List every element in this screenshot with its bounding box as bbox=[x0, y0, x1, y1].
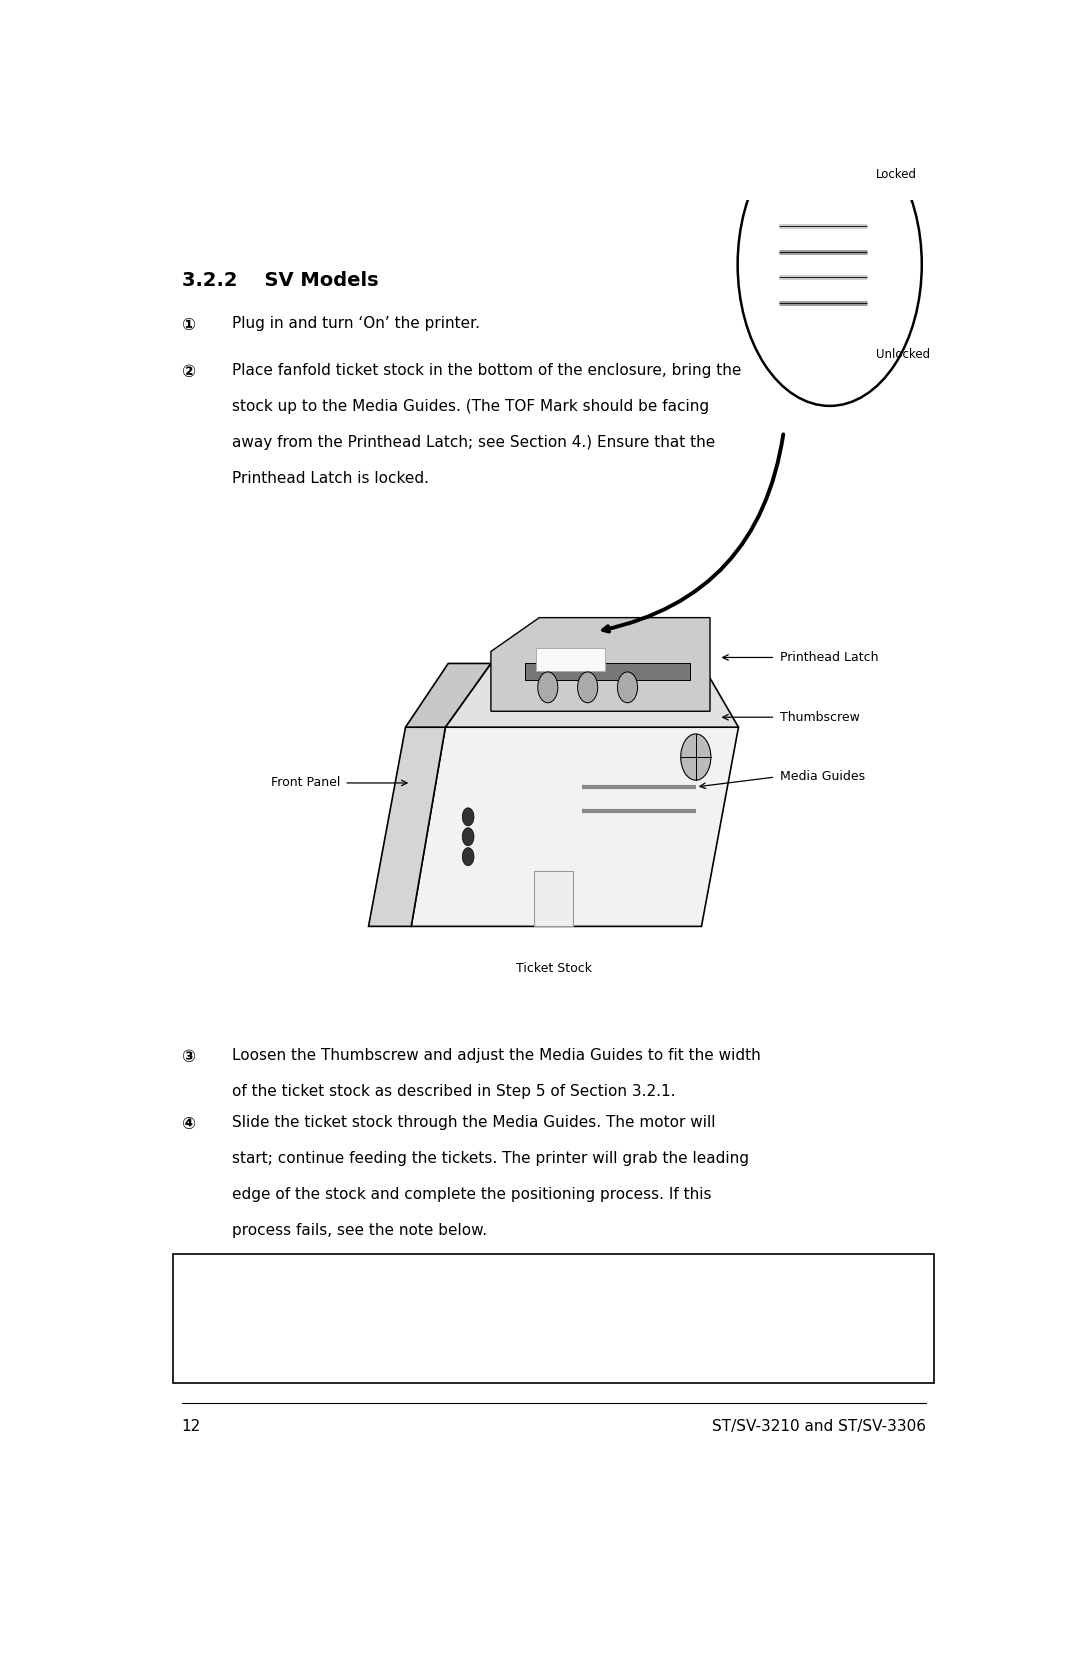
Text: If automatic loading fails to occur, see the note at the end of: If automatic loading fails to occur, see… bbox=[286, 1267, 732, 1282]
Text: may need adjustment; see Section 4 for details.: may need adjustment; see Section 4 for d… bbox=[190, 1365, 543, 1380]
Polygon shape bbox=[368, 728, 445, 926]
Text: ST/SV-3210 and ST/SV-3306: ST/SV-3210 and ST/SV-3306 bbox=[712, 1419, 926, 1434]
Text: edge of the stock and complete the positioning process. If this: edge of the stock and complete the posit… bbox=[232, 1187, 712, 1202]
Text: Front Panel: Front Panel bbox=[271, 776, 340, 789]
Text: Printhead Latch is locked.: Printhead Latch is locked. bbox=[232, 471, 429, 486]
Text: 12: 12 bbox=[181, 1419, 201, 1434]
Text: Printhead Latch: Printhead Latch bbox=[780, 651, 878, 664]
Polygon shape bbox=[491, 618, 710, 711]
Text: Ticket Stock: Ticket Stock bbox=[515, 963, 592, 975]
Text: ④: ④ bbox=[181, 1115, 195, 1133]
Text: ③: ③ bbox=[181, 1048, 195, 1066]
Text: Locked: Locked bbox=[876, 169, 917, 180]
Text: Slide the ticket stock through the Media Guides. The motor will: Slide the ticket stock through the Media… bbox=[232, 1115, 715, 1130]
Polygon shape bbox=[445, 664, 739, 728]
Bar bbox=[525, 663, 690, 679]
Polygon shape bbox=[405, 664, 491, 728]
Text: Plug in and turn ‘On’ the printer.: Plug in and turn ‘On’ the printer. bbox=[232, 315, 480, 330]
Polygon shape bbox=[411, 728, 739, 926]
Text: If the ticket did not feed to a proper position, the TOF Sensor: If the ticket did not feed to a proper p… bbox=[190, 1334, 637, 1349]
Text: Thumbscrew: Thumbscrew bbox=[780, 711, 860, 724]
FancyBboxPatch shape bbox=[173, 1253, 934, 1382]
Text: stock up to the Media Guides. (The TOF Mark should be facing: stock up to the Media Guides. (The TOF M… bbox=[232, 399, 708, 414]
Text: ①: ① bbox=[181, 315, 195, 334]
Text: Media Guides: Media Guides bbox=[780, 771, 865, 783]
Polygon shape bbox=[537, 648, 605, 671]
Text: Unlocked: Unlocked bbox=[876, 349, 930, 361]
Text: away from the Printhead Latch; see Section 4.) Ensure that the: away from the Printhead Latch; see Secti… bbox=[232, 436, 715, 451]
Text: Loosen the Thumbscrew and adjust the Media Guides to fit the width: Loosen the Thumbscrew and adjust the Med… bbox=[232, 1048, 760, 1063]
Circle shape bbox=[578, 673, 597, 703]
Circle shape bbox=[538, 673, 558, 703]
Text: 3.2.2    SV Models: 3.2.2 SV Models bbox=[181, 270, 378, 290]
Circle shape bbox=[462, 848, 474, 866]
Text: ②: ② bbox=[181, 364, 195, 382]
Circle shape bbox=[618, 673, 637, 703]
Circle shape bbox=[462, 808, 474, 826]
Circle shape bbox=[680, 734, 711, 779]
Circle shape bbox=[738, 124, 922, 406]
Text: of the ticket stock as described in Step 5 of Section 3.2.1.: of the ticket stock as described in Step… bbox=[232, 1085, 675, 1100]
Text: start; continue feeding the tickets. The printer will grab the leading: start; continue feeding the tickets. The… bbox=[232, 1152, 748, 1167]
Circle shape bbox=[462, 828, 474, 846]
Text: Place fanfold ticket stock in the bottom of the enclosure, bring the: Place fanfold ticket stock in the bottom… bbox=[232, 364, 741, 379]
Text: ☑ Notes:: ☑ Notes: bbox=[190, 1267, 262, 1282]
Text: process fails, see the note below.: process fails, see the note below. bbox=[232, 1223, 487, 1238]
Polygon shape bbox=[534, 871, 573, 926]
Text: Section 3.2.1.: Section 3.2.1. bbox=[382, 1298, 484, 1314]
